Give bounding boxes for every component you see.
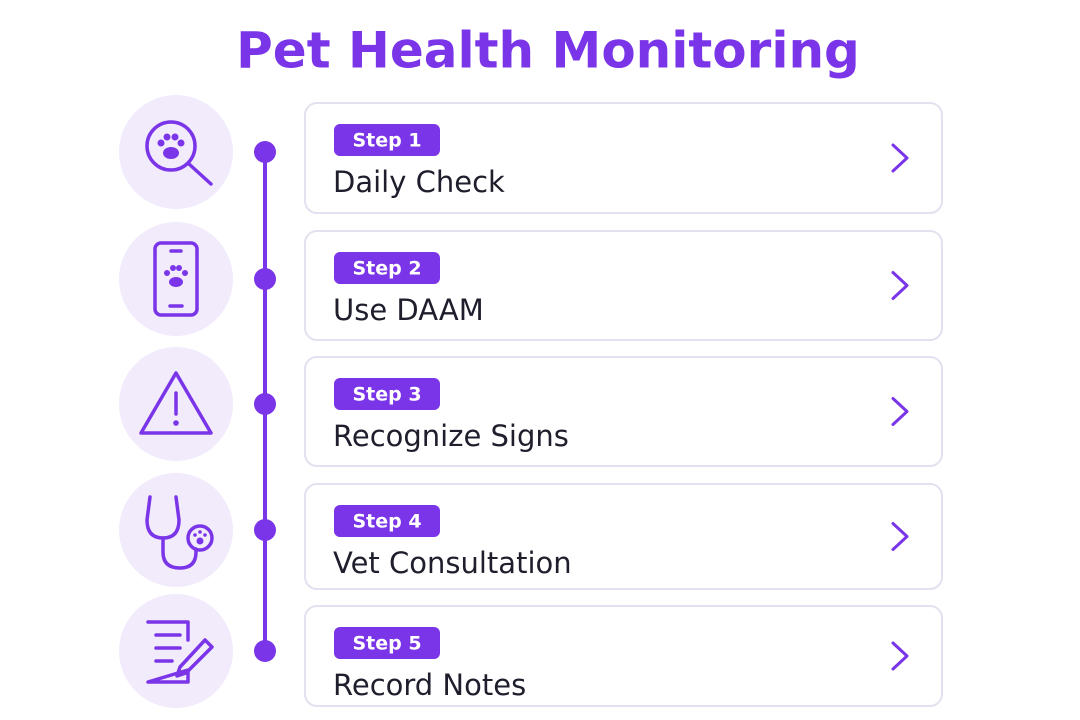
step-badge-text: Step 5 — [352, 633, 421, 655]
step-badge-text: Step 2 — [352, 258, 421, 280]
icons — [119, 95, 233, 708]
step-label: Use DAAM — [333, 293, 484, 327]
notes-icon — [146, 620, 214, 684]
step-label: Vet Consultation — [333, 546, 572, 580]
step-badge — [334, 627, 440, 659]
step-label: Recognize Signs — [333, 419, 569, 453]
chevron — [891, 143, 909, 173]
step-badge-text: Step 1 — [352, 130, 421, 152]
chevron — [891, 522, 909, 551]
step-badge — [334, 378, 440, 410]
timeline-dot — [254, 640, 276, 662]
page-title: Pet Health Monitoring — [236, 22, 860, 80]
timeline-dot — [254, 519, 276, 541]
warning-icon — [139, 371, 213, 435]
step-label: Record Notes — [333, 668, 526, 702]
card-bg — [304, 605, 943, 707]
step-card[interactable]: Step 3 Recognize Signs — [304, 356, 943, 467]
card-bg — [304, 356, 943, 467]
magnifier-icon — [145, 120, 213, 186]
step-badge-text: Step 3 — [352, 384, 421, 406]
step-card[interactable]: Step 4 Vet Consultation — [304, 483, 943, 590]
step-label: Daily Check — [333, 165, 505, 199]
chevron — [891, 641, 909, 671]
timeline-dot — [254, 268, 276, 290]
step-card[interactable]: Step 1 Daily Check — [304, 102, 943, 214]
step-badge — [334, 252, 440, 284]
step-card[interactable]: Step 5 Record Notes — [304, 605, 943, 707]
card-bg — [304, 230, 943, 341]
chevron — [891, 271, 909, 300]
step-card[interactable]: Step 2 Use DAAM — [304, 230, 943, 341]
step-badge — [334, 124, 440, 156]
icon-bg — [119, 594, 233, 708]
card-bg — [304, 102, 943, 214]
step-badge — [334, 505, 440, 537]
timeline-dot — [254, 141, 276, 163]
phone-icon — [153, 241, 199, 317]
step-badge-text: Step 4 — [352, 511, 421, 533]
timeline-dot — [254, 393, 276, 415]
card-bg — [304, 483, 943, 590]
chevron — [891, 397, 909, 426]
stethoscope-icon — [145, 495, 214, 570]
